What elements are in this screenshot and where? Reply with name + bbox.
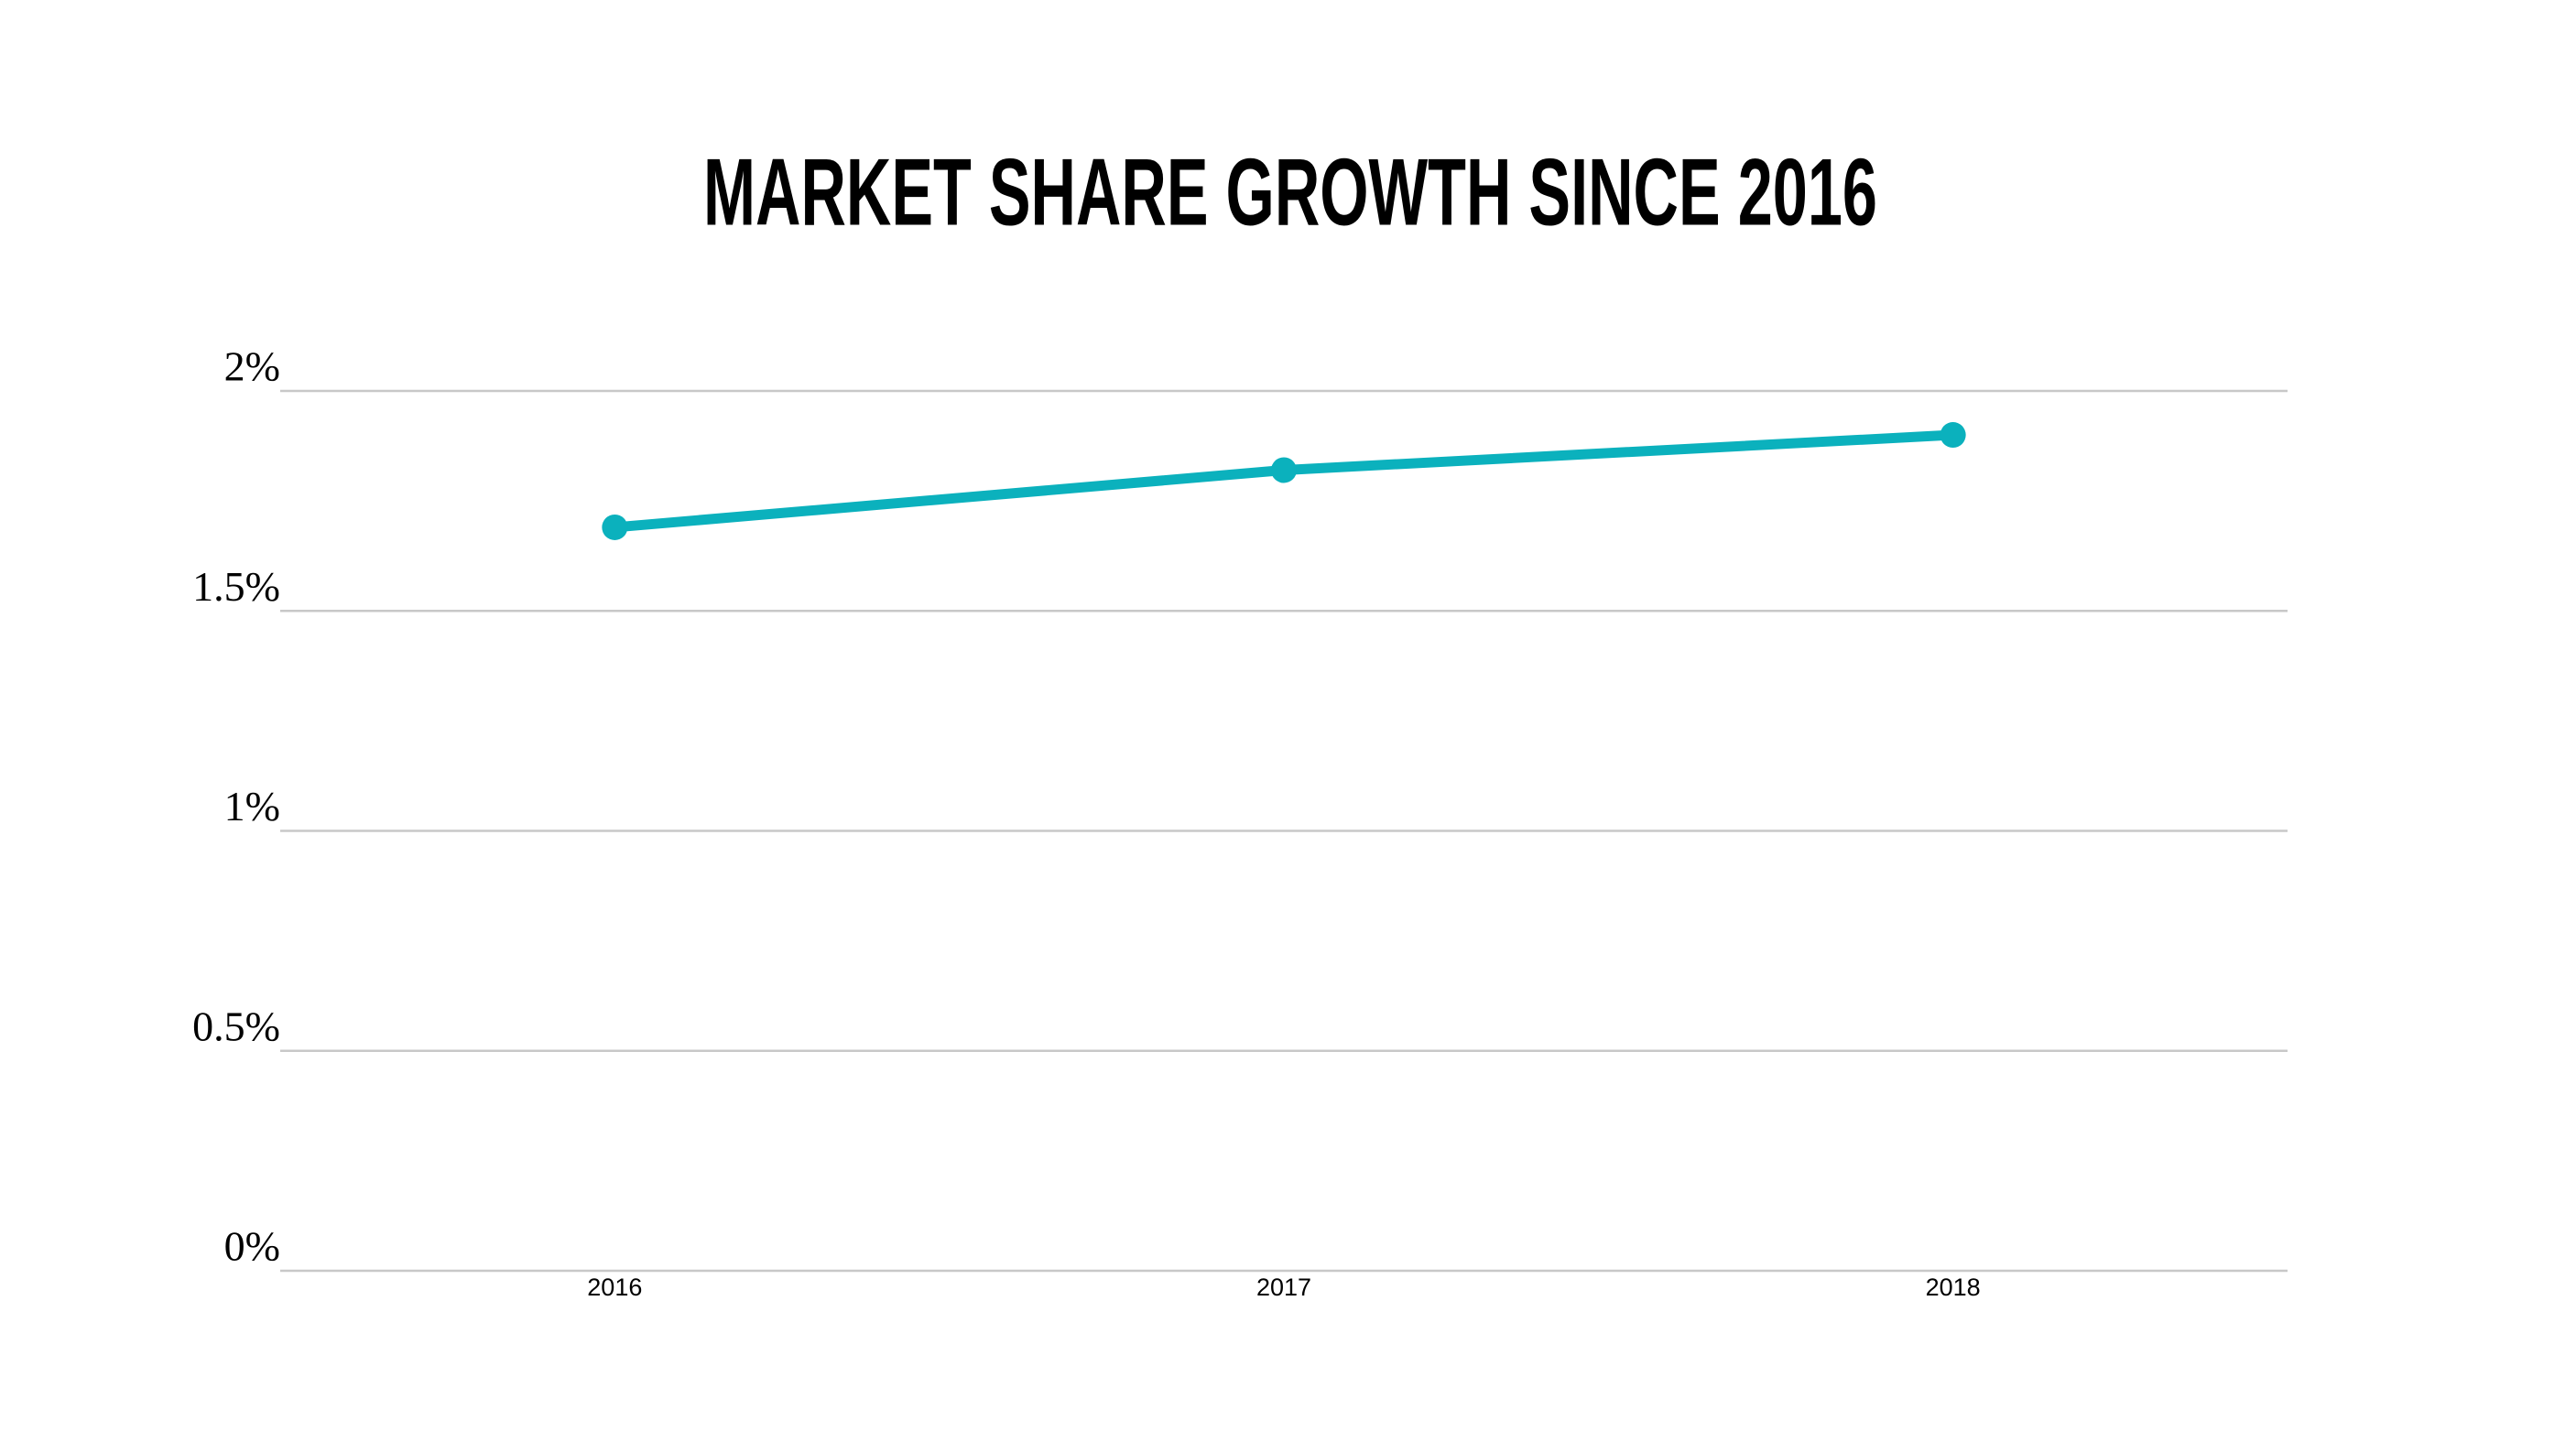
data-point [1940, 422, 1966, 449]
x-tick-label: 2018 [1926, 1274, 1981, 1301]
y-tick-label: 0% [224, 1223, 280, 1270]
data-point [1271, 457, 1297, 483]
x-tick-label: 2016 [587, 1274, 642, 1301]
chart-title: MARKET SHARE GROWTH SINCE 2016 [703, 139, 1877, 245]
y-tick-label: 0.5% [192, 1003, 280, 1049]
data-point [602, 514, 628, 540]
y-tick-label: 1.5% [192, 563, 280, 610]
x-tick-label: 2017 [1256, 1274, 1311, 1301]
y-tick-label: 1% [224, 783, 280, 829]
y-tick-label: 2% [224, 343, 280, 390]
